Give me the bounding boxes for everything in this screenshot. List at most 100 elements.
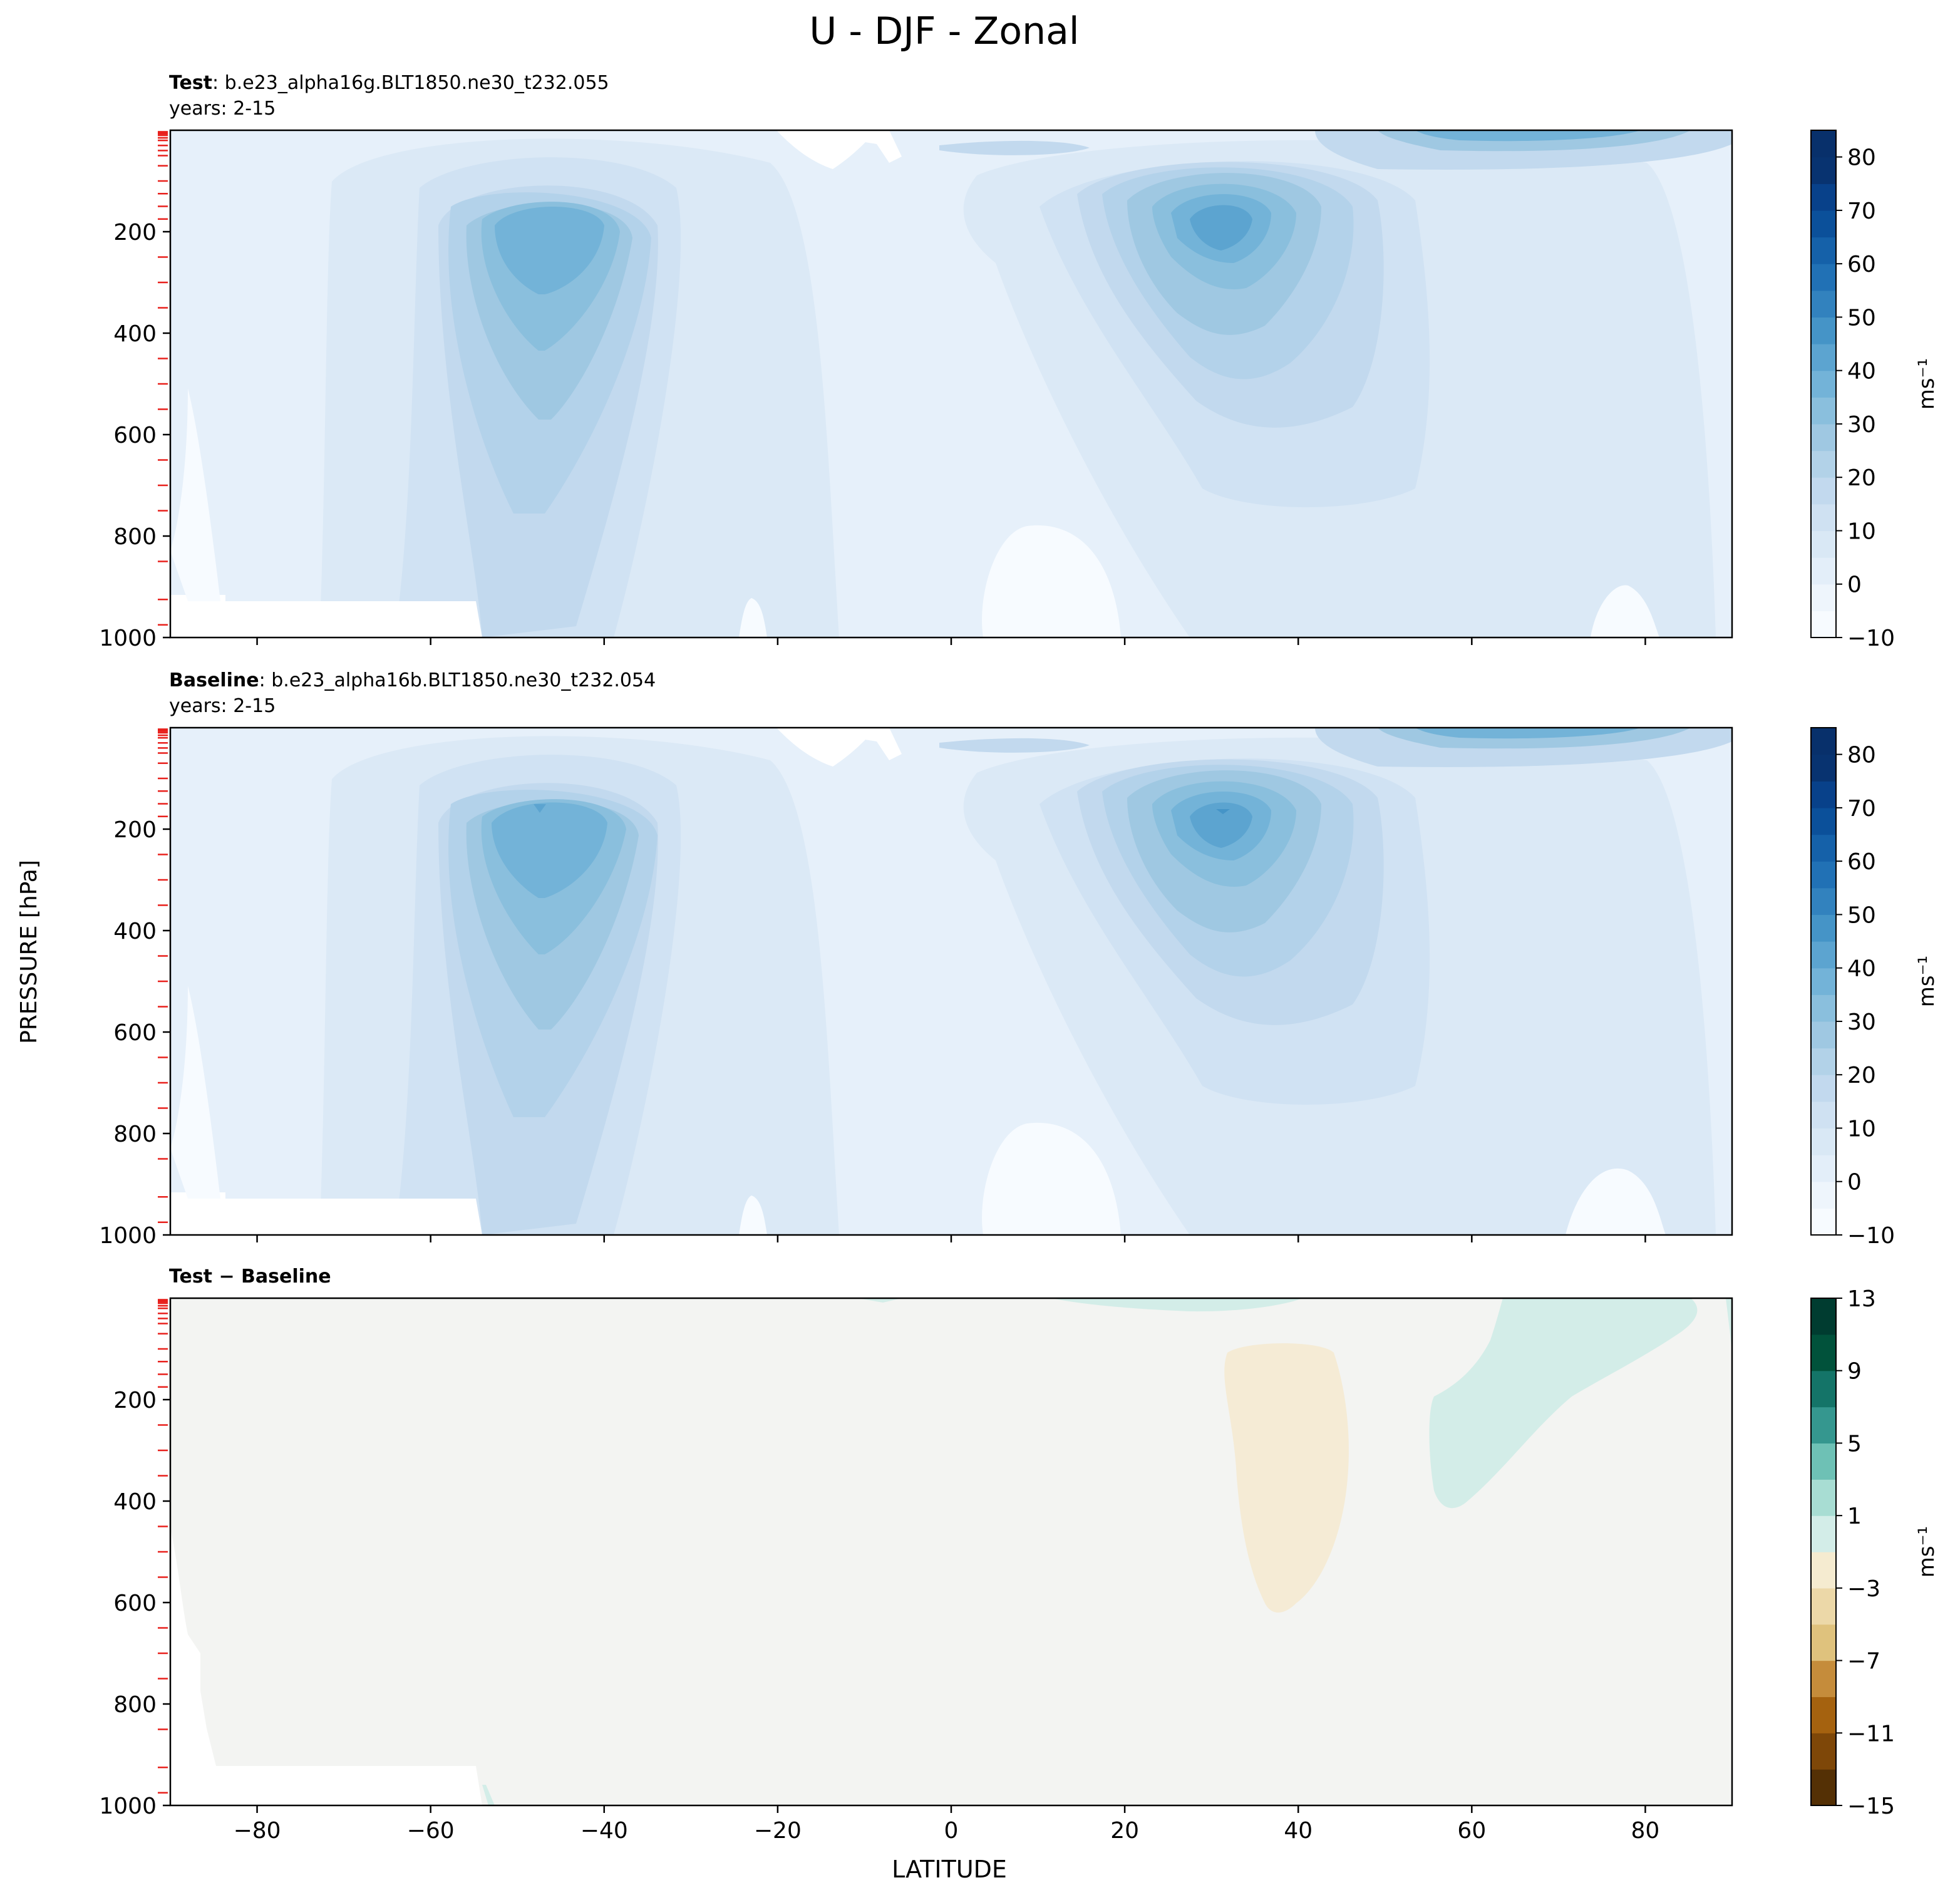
panel-test: Test: b.e23_alpha16g.BLT1850.ne30_t232.0…: [99, 72, 1939, 651]
colorbar-tick-label: 40: [1847, 359, 1876, 385]
colorbar-segment: [1811, 530, 1836, 558]
y-tick-label: 600: [113, 1591, 157, 1616]
x-tick-label: −20: [754, 1818, 802, 1844]
colorbar-segment: [1811, 1515, 1836, 1552]
x-axis-label: LATITUDE: [892, 1856, 1007, 1883]
contour-band-neg: [1224, 1343, 1349, 1613]
panel-test-header: Test: b.e23_alpha16g.BLT1850.ne30_t232.0…: [169, 72, 609, 94]
contour-band: [1591, 585, 1659, 638]
colorbar-tick-label: 70: [1847, 199, 1876, 224]
contour-band: [170, 986, 220, 1199]
colorbar-segment: [1811, 344, 1836, 371]
colorbar-label: ms⁻¹: [1914, 956, 1939, 1007]
colorbar-segment: [1811, 370, 1836, 398]
colorbar-test[interactable]: −10 0 10 20 30 40 50 60 70 80 ms⁻¹: [1810, 130, 1939, 651]
colorbar-segment: [1811, 290, 1836, 318]
figure-title: U - DJF - Zonal: [809, 9, 1079, 53]
colorbar-segment: [1811, 754, 1836, 782]
contour-band-pos: [482, 1785, 495, 1805]
colorbar-segment: [1811, 1075, 1836, 1102]
colorbar-frame: [1810, 130, 1837, 638]
colorbar-segment: [1811, 994, 1836, 1022]
y-tick-label: 800: [113, 524, 157, 550]
colorbar-segment: [1811, 1048, 1836, 1075]
colorbar-segment: [1811, 477, 1836, 505]
colorbar-segment: [1811, 1298, 1836, 1335]
contour-band-pos: [1052, 1298, 1302, 1312]
colorbar-segment: [1811, 1155, 1836, 1182]
colorbar-label: ms⁻¹: [1914, 1526, 1939, 1577]
panel-diff-label-bold: Test − Baseline: [169, 1266, 331, 1288]
colorbar-segment: [1811, 1208, 1836, 1236]
x-tick-label: 60: [1457, 1818, 1486, 1844]
colorbar-segment: [1811, 887, 1836, 916]
contour-band-pos: [858, 1298, 902, 1303]
colorbar-tick-label: 40: [1847, 956, 1876, 982]
contour-band: [1216, 809, 1230, 814]
y-ticks-test: 200 400 600 800 1000: [99, 220, 170, 651]
colorbar-tick-label: 70: [1847, 796, 1876, 822]
colorbar-segment: [1811, 834, 1836, 862]
contour-band: [170, 388, 220, 601]
colorbar-segment: [1811, 1624, 1836, 1661]
colorbar-baseline[interactable]: −10 0 10 20 30 40 50 60 70 80 ms⁻¹: [1810, 727, 1939, 1249]
contour-band-pos: [1429, 1298, 1698, 1509]
contour-band: [1415, 728, 1641, 739]
contour-band: [1565, 1168, 1666, 1235]
y-tick-label: 1000: [99, 1794, 157, 1819]
colorbar-tick-label: −10: [1847, 626, 1895, 651]
colorbar-segment: [1811, 941, 1836, 969]
colorbar-segment: [1811, 611, 1836, 638]
x-tick-label: −40: [580, 1818, 628, 1844]
contour-band: [789, 130, 902, 163]
contour-band: [982, 525, 1121, 638]
y-tick-label: 400: [113, 1489, 157, 1515]
x-tick-label: −60: [407, 1818, 455, 1844]
colorbar-segment: [1811, 1769, 1836, 1806]
contour-band: [170, 1528, 482, 1805]
colorbar-frame: [1810, 1298, 1837, 1806]
y-tick-label: 1000: [99, 1223, 157, 1249]
colorbar-segment: [1811, 1021, 1836, 1049]
colorbar-tick-label: 60: [1847, 252, 1876, 277]
colorbar-tick-label: −10: [1847, 1223, 1895, 1249]
contour-band: [1190, 205, 1252, 250]
colorbar-tick-label: 20: [1847, 465, 1876, 491]
x-ticks-diff: −80 −60 −40 −20 0 20 40 60 80: [234, 1805, 1660, 1844]
y-axis-label: PRESSURE [hPa]: [16, 860, 42, 1044]
y-ticks-diff: 200 400 600 800 1000: [99, 1388, 170, 1819]
colorbar-segment: [1811, 1334, 1836, 1371]
colorbar-tick-label: 80: [1847, 743, 1876, 768]
panel-baseline: Baseline: b.e23_alpha16b.BLT1850.ne30_t2…: [99, 669, 1939, 1249]
contour-band-pos: [1726, 1298, 1732, 1353]
panel-test-case: : b.e23_alpha16g.BLT1850.ne30_t232.055: [212, 72, 609, 94]
colorbar-tick-label: −3: [1847, 1576, 1880, 1602]
colorbar-tick-label: 0: [1847, 1170, 1862, 1195]
y-tick-label: 600: [113, 423, 157, 448]
colorbar-segment: [1811, 861, 1836, 889]
y-tick-label: 200: [113, 817, 157, 843]
colorbar-segment: [1811, 1588, 1836, 1625]
plot-area-diff: [170, 1298, 1732, 1805]
x-tick-label: 0: [944, 1818, 959, 1844]
y-tick-label: 1000: [99, 626, 157, 651]
colorbar-segment: [1811, 968, 1836, 995]
panel-test-label-bold: Test: [169, 72, 212, 94]
x-tick-label: 20: [1110, 1818, 1139, 1844]
x-tick-label: −80: [234, 1818, 281, 1844]
colorbar-diff[interactable]: −15 −11 −7 −3 1 5 9 13 ms⁻¹: [1810, 1286, 1939, 1819]
colorbar-segment: [1811, 423, 1836, 452]
y-tick-label: 400: [113, 919, 157, 944]
colorbar-segment: [1811, 728, 1836, 755]
contour-band: [170, 1192, 482, 1235]
colorbar-segment: [1811, 1181, 1836, 1209]
colorbar-segment: [1811, 317, 1836, 344]
colorbar-segment: [1811, 1552, 1836, 1589]
contour-band: [495, 207, 604, 294]
contour-band: [789, 728, 902, 760]
contour-band: [534, 804, 546, 813]
x-tick-label: 80: [1631, 1818, 1660, 1844]
level-marks-test: [158, 131, 168, 626]
